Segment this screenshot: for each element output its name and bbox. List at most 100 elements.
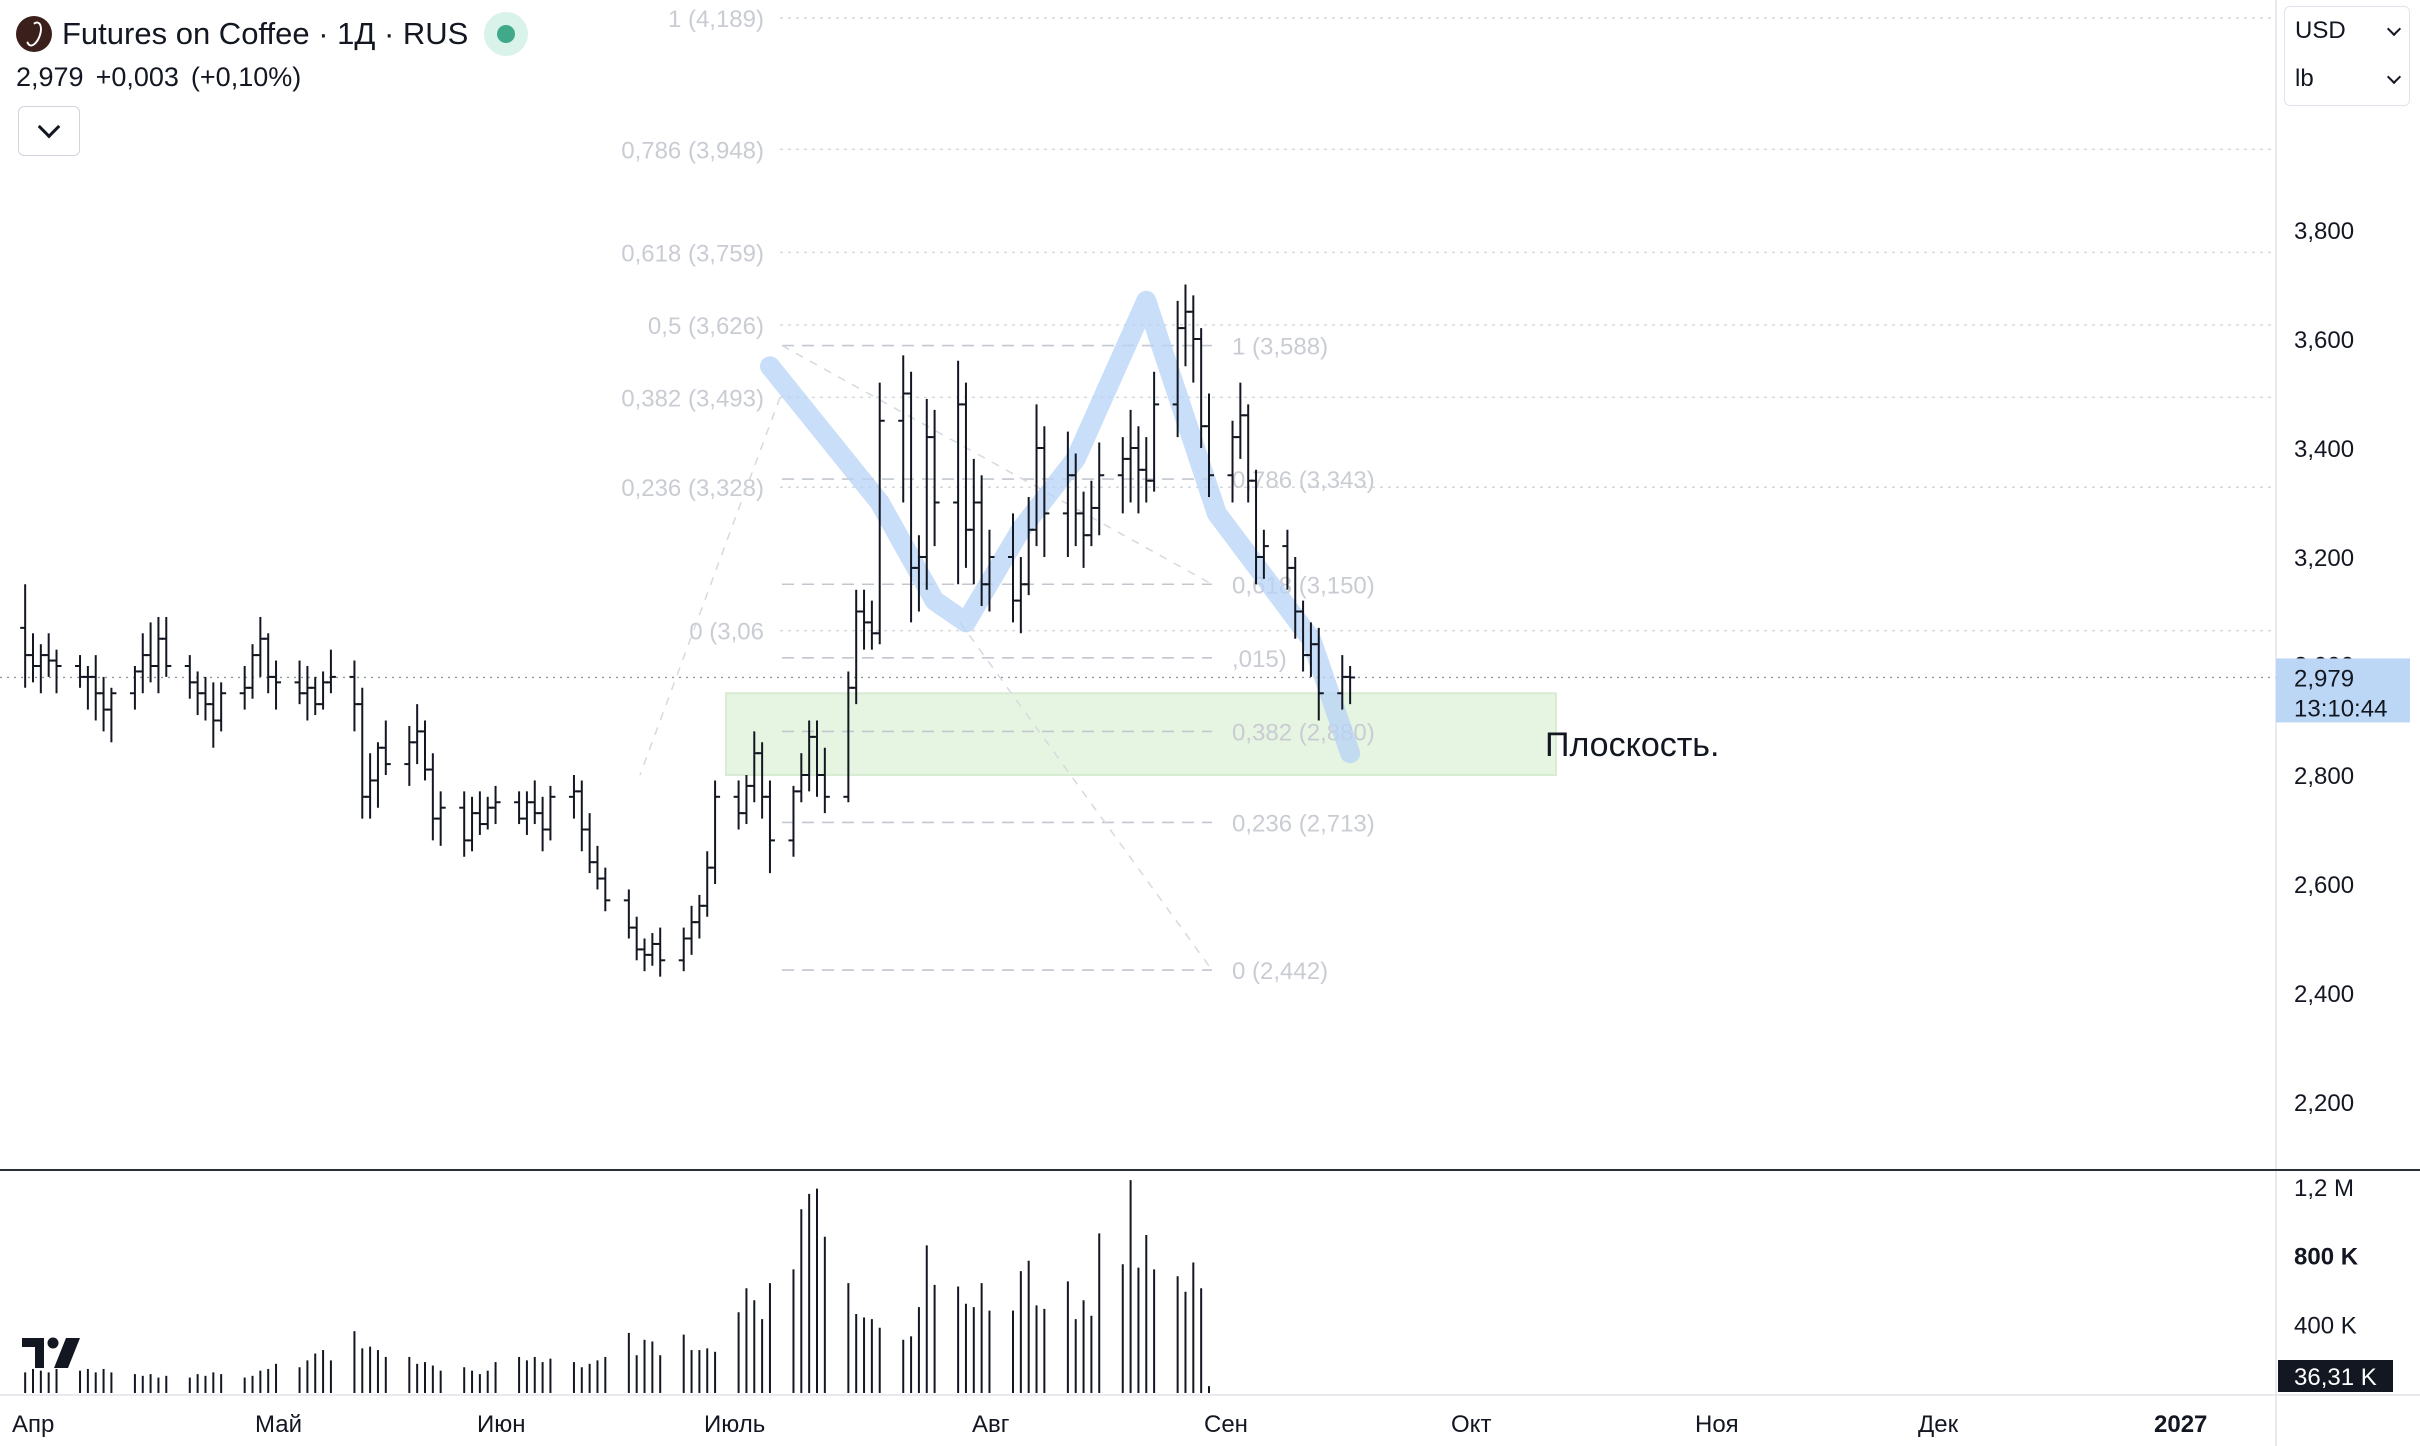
ohlc-bar [702,851,713,917]
collapse-legend-button[interactable] [18,106,80,156]
ohlc-bar [984,529,995,612]
ohlc-bar [866,600,877,650]
chevron-down-icon [37,115,61,139]
zone-annotation-text[interactable]: Плоскость. [1545,726,1719,764]
ohlc-bar [137,633,148,694]
ohlc-bar [482,796,493,830]
currency-value: USD [2295,17,2346,44]
ohlc-bar [851,589,862,705]
ohlc-bar [216,682,227,732]
fib2-label-1: 1 (3,588) [1232,334,1328,361]
ohlc-bar [263,633,274,694]
volume-tag-bg [2278,1360,2393,1392]
ohlc-bar [325,649,336,694]
ohlc-bar [741,775,752,825]
market-status-badge[interactable] [484,12,529,56]
ohlc-bar [686,905,697,955]
flat-zone-rect [725,692,1557,776]
ohlc-bar [1015,557,1026,634]
ohlc-bar [435,791,446,846]
price-axis-label-3400: 3,400 [2294,436,2354,463]
ohlc-bar [51,649,62,694]
coffee-bean-icon [16,16,52,52]
currency-dropdown[interactable]: USD [2285,7,2409,55]
ohlc-bar [153,616,164,694]
time-axis-label-jul: Июль [704,1411,765,1438]
volume-axis-label-400k: 400 K [2294,1312,2357,1339]
bar-close-countdown: 13:10:44 [2294,695,2387,722]
time-axis-label-2027: 2027 [2154,1411,2207,1438]
chevron-down-icon [2386,69,2402,84]
price-axis-label-3200: 3,200 [2294,545,2354,572]
ohlc-bar [145,622,156,683]
price-axis-label-3800: 3,800 [2294,218,2354,245]
ohlc-bar [710,780,721,884]
ohlc-bar [1235,382,1246,459]
ohlc-bar [90,655,101,721]
ohlc-bar [106,687,117,743]
ohlc-bar [357,687,368,819]
price-axis-label-2200: 2,200 [2294,1090,2354,1117]
ohlc-bar [35,644,46,694]
ohlc-bar [75,655,86,688]
ohlc-bar [1125,409,1136,503]
ohlc-bar [28,633,38,683]
fib2-label-0: 0 (2,442) [1232,958,1328,985]
ohlc-bar [467,796,478,852]
fib2-label-05: ,015) [1232,646,1287,673]
ohlc-bar [310,676,321,716]
ohlc-bar [43,633,54,677]
ohlc-bar [1204,393,1214,498]
ohlc-bar [968,458,979,585]
ohlc-bar [82,666,93,710]
ohlc-bar [529,780,540,825]
time-axis-label-jun: Июн [477,1411,526,1438]
price-change: +0,003 [95,62,179,92]
ohlc-bar [420,720,430,781]
ohlc-bar [521,791,532,835]
ohlc-bar [98,676,109,732]
ohlc-bar [247,644,258,699]
ohlc-bar [929,409,940,547]
ohlc-bar [1086,480,1097,547]
last-price-tag-value: 2,979 [2294,665,2354,692]
tradingview-logo-icon[interactable] [22,1336,84,1370]
ohlc-bar [1313,627,1324,721]
ohlc-bar [208,682,219,748]
price-axis-label-2600: 2,600 [2294,872,2354,899]
ohlc-bar [655,927,666,977]
fib1-label-05: 0,5 (3,626) [648,313,764,340]
ohlc-bar [255,616,266,677]
symbol-title[interactable]: Futures on Coffee · 1Д · RUS [62,16,469,51]
price-axis-label-3600: 3,600 [2294,327,2354,354]
time-axis-label-aug: Авг [972,1411,1010,1438]
ohlc-bar [1345,666,1356,705]
volume-axis-label-1-2m: 1,2 M [2294,1175,2354,1202]
ohlc-bar [1149,371,1160,492]
ohlc-bar [365,753,376,819]
price-summary: 2,979 +0,003 (+0,10%) [16,62,528,93]
ohlc-bar [733,780,744,830]
ohlc-bar [372,742,383,808]
time-axis-label-nov: Ноя [1695,1411,1739,1438]
ohlc-bar [859,589,870,650]
ohlc-bar [600,867,611,912]
ohlc-bar [294,660,305,705]
ohlc-bar [584,813,595,874]
ohlc-bar [898,355,909,503]
price-axis-label-2400: 2,400 [2294,981,2354,1008]
measure-dropdown[interactable]: lb [2285,55,2409,103]
fib2-trend-line-1 [781,344,1213,585]
ohlc-bar [161,616,172,677]
ohlc-bar [1078,491,1089,568]
time-axis-label-may: Май [255,1411,302,1438]
price-change-percent: (+0,10%) [190,62,302,92]
ohlc-bar [404,725,415,786]
chevron-down-icon [2386,21,2402,36]
ohlc-bar [960,382,971,568]
ohlc-bar [271,660,282,710]
ohlc-bar [694,894,705,939]
ohlc-bar [459,791,470,857]
ohlc-bar [1039,426,1050,557]
